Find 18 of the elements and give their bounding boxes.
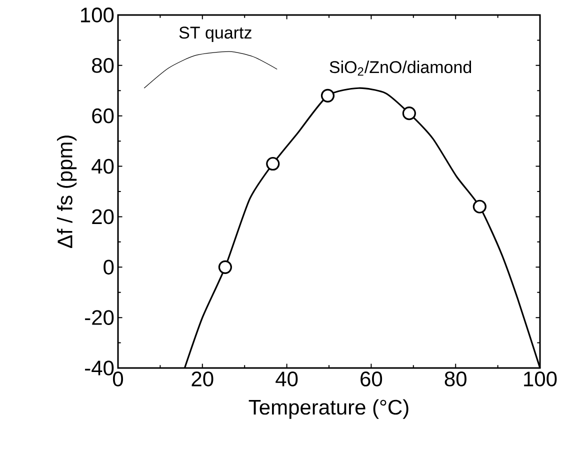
y-tick-label: -20 [85,310,114,326]
x-tick-label: 40 [276,372,298,386]
x-tick-label: 0 [112,372,124,386]
legend-label: ST quartz [179,26,252,42]
y-tick-label: 60 [92,108,114,124]
x-axis-title: Temperature (°C) [248,399,408,419]
x-tick-label: 60 [360,372,382,386]
y-tick-label: 0 [104,260,114,275]
x-tick-label: 20 [192,372,214,386]
y-tick-label: 80 [92,58,114,73]
y-tick-label: 100 [81,8,114,22]
x-tick-label: 100 [524,372,557,386]
x-tick-label: 80 [444,372,466,386]
y-axis-title: Δf / fs (ppm) [56,136,77,248]
y-tick-label: 20 [92,209,114,224]
y-tick-label: -40 [85,360,114,376]
y-tick-label: 40 [92,158,114,174]
series-label: SiO$_{2}$/ZnO/diamond [330,60,472,76]
